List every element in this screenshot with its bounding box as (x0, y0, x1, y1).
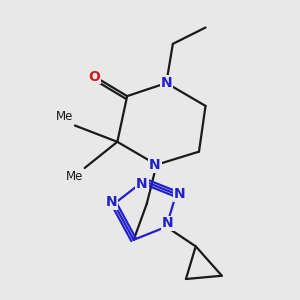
Text: N: N (149, 158, 161, 172)
Text: Me: Me (66, 169, 83, 183)
Text: N: N (162, 217, 174, 230)
Text: Me: Me (56, 110, 73, 123)
Text: N: N (136, 177, 148, 190)
Text: N: N (106, 195, 117, 209)
Text: N: N (174, 187, 186, 201)
Text: O: O (88, 70, 101, 83)
Text: N: N (160, 76, 172, 90)
